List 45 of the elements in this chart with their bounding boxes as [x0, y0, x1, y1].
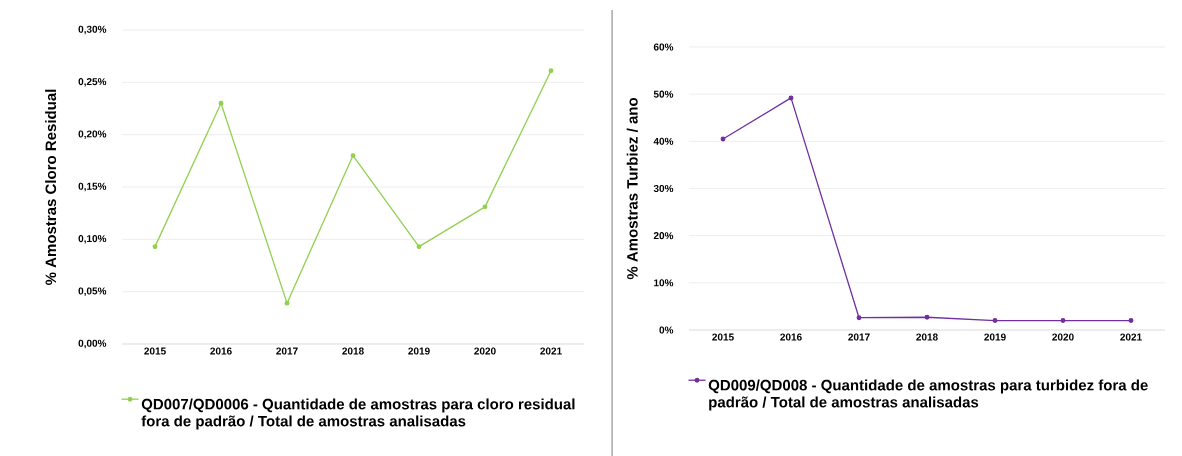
y-tick-label: 20%	[653, 231, 674, 239]
y-tick-label: 0,15%	[78, 182, 107, 192]
y-tick-label: 30%	[653, 184, 674, 192]
x-tick-label: 2015	[712, 333, 734, 341]
x-tick-label: 2018	[916, 333, 938, 341]
y-tick-label: 0,00%	[78, 339, 107, 349]
y-tick-label: 50%	[653, 90, 674, 98]
x-tick-label: 2015	[144, 347, 166, 355]
y-tick-label: 10%	[654, 279, 674, 287]
y-tick-label: 0,25%	[78, 77, 107, 87]
y-tick-label: 60%	[653, 43, 674, 51]
point	[720, 136, 726, 142]
y-axis-title: % Amostras Turbiez / ano	[626, 97, 638, 279]
x-tick-label: 2019	[984, 333, 1006, 341]
y-tick-label: 0,10%	[78, 234, 107, 244]
y-tick-label: 0,20%	[78, 130, 107, 139]
point	[856, 315, 862, 320]
point	[152, 243, 158, 249]
y-tick-label: 0%	[659, 326, 674, 334]
x-tick-label: 2020	[474, 347, 496, 355]
y-tick-label: 0,30%	[78, 25, 107, 35]
x-tick-label: 2017	[848, 333, 870, 341]
x-tick-label: 2019	[408, 347, 430, 355]
point	[548, 68, 554, 74]
legend-label: QD007/QD0006 - Quantidade de amostras para cloro residual fora de padrão / Total de amostras analisadas	[141, 398, 575, 430]
point	[1060, 317, 1066, 323]
x-tick-label: 2021	[540, 347, 562, 355]
point	[416, 243, 422, 249]
point	[924, 314, 930, 320]
x-tick-label: 2018	[342, 347, 364, 355]
x-tick-label: 2016	[780, 333, 802, 341]
point	[992, 317, 998, 323]
point	[788, 95, 794, 101]
x-tick-label: 2016	[210, 347, 232, 355]
x-tick-label: 2021	[1120, 333, 1142, 341]
x-tick-label: 2020	[1052, 333, 1074, 341]
point	[218, 100, 224, 106]
legend-label: QD009/QD008 - Quantidade de amostras para turbidez fora de padrão / Total de amostras analisadas	[708, 379, 1148, 411]
y-axis-title: % Amostras Cloro Residual	[45, 89, 57, 285]
point	[1128, 317, 1134, 323]
point	[482, 204, 488, 210]
y-tick-label: 40%	[653, 137, 674, 145]
y-tick-label: 0,05%	[78, 287, 107, 296]
point	[350, 152, 356, 158]
x-tick-label: 2017	[276, 347, 298, 355]
